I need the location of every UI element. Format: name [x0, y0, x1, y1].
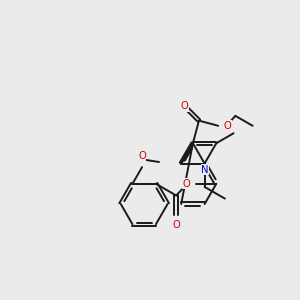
Text: N: N — [201, 165, 209, 175]
Text: O: O — [138, 152, 146, 161]
Text: O: O — [183, 179, 191, 189]
Text: O: O — [181, 101, 188, 111]
Text: O: O — [172, 220, 180, 230]
Text: O: O — [224, 121, 232, 131]
